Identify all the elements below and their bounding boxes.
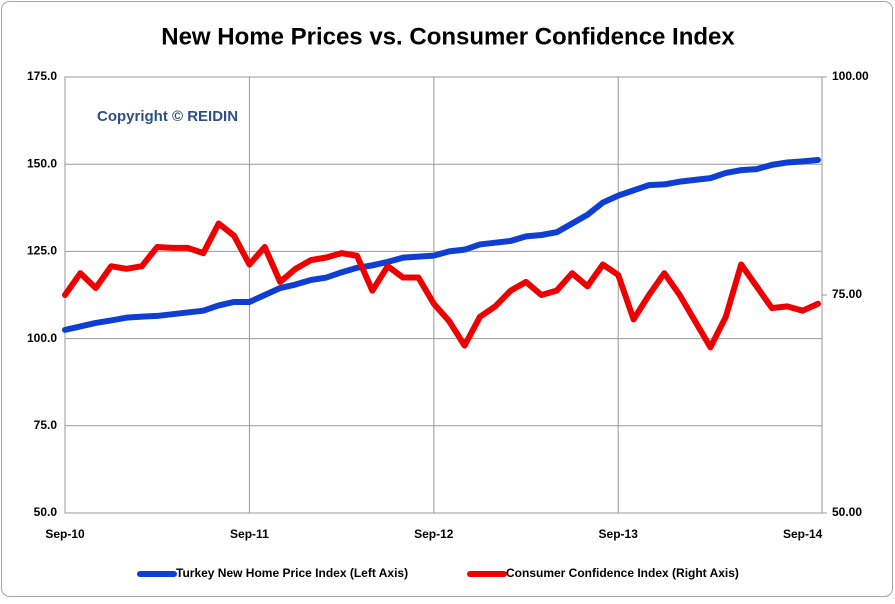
- x-tick-label: Sep-13: [599, 527, 639, 541]
- y2-tick-label: 100.00: [832, 69, 869, 83]
- y-tick-label: 50.0: [34, 505, 58, 519]
- annotation: Copyright © REIDIN: [97, 108, 238, 125]
- y-tick-label: 150.0: [27, 156, 57, 170]
- series-line: [62, 220, 821, 351]
- x-tick-label: Sep-14: [783, 527, 823, 541]
- y-tick-label: 125.0: [27, 244, 57, 258]
- legend-label: Turkey New Home Price Index (Left Axis): [176, 566, 408, 580]
- x-tick-label: Sep-12: [414, 527, 454, 541]
- y-tick-label: 75.0: [34, 418, 58, 432]
- y2-tick-label: 75.00: [832, 287, 862, 301]
- y2-tick-label: 50.00: [832, 505, 862, 519]
- x-tick-label: Sep-11: [230, 527, 269, 541]
- y-tick-label: 100.0: [27, 331, 57, 345]
- series-line: [62, 157, 821, 333]
- y-tick-label: 175.0: [27, 69, 57, 83]
- legend-label: Consumer Confidence Index (Right Axis): [506, 566, 739, 580]
- x-tick-label: Sep-10: [45, 527, 85, 541]
- chart-title: New Home Prices vs. Consumer Confidence …: [161, 23, 735, 50]
